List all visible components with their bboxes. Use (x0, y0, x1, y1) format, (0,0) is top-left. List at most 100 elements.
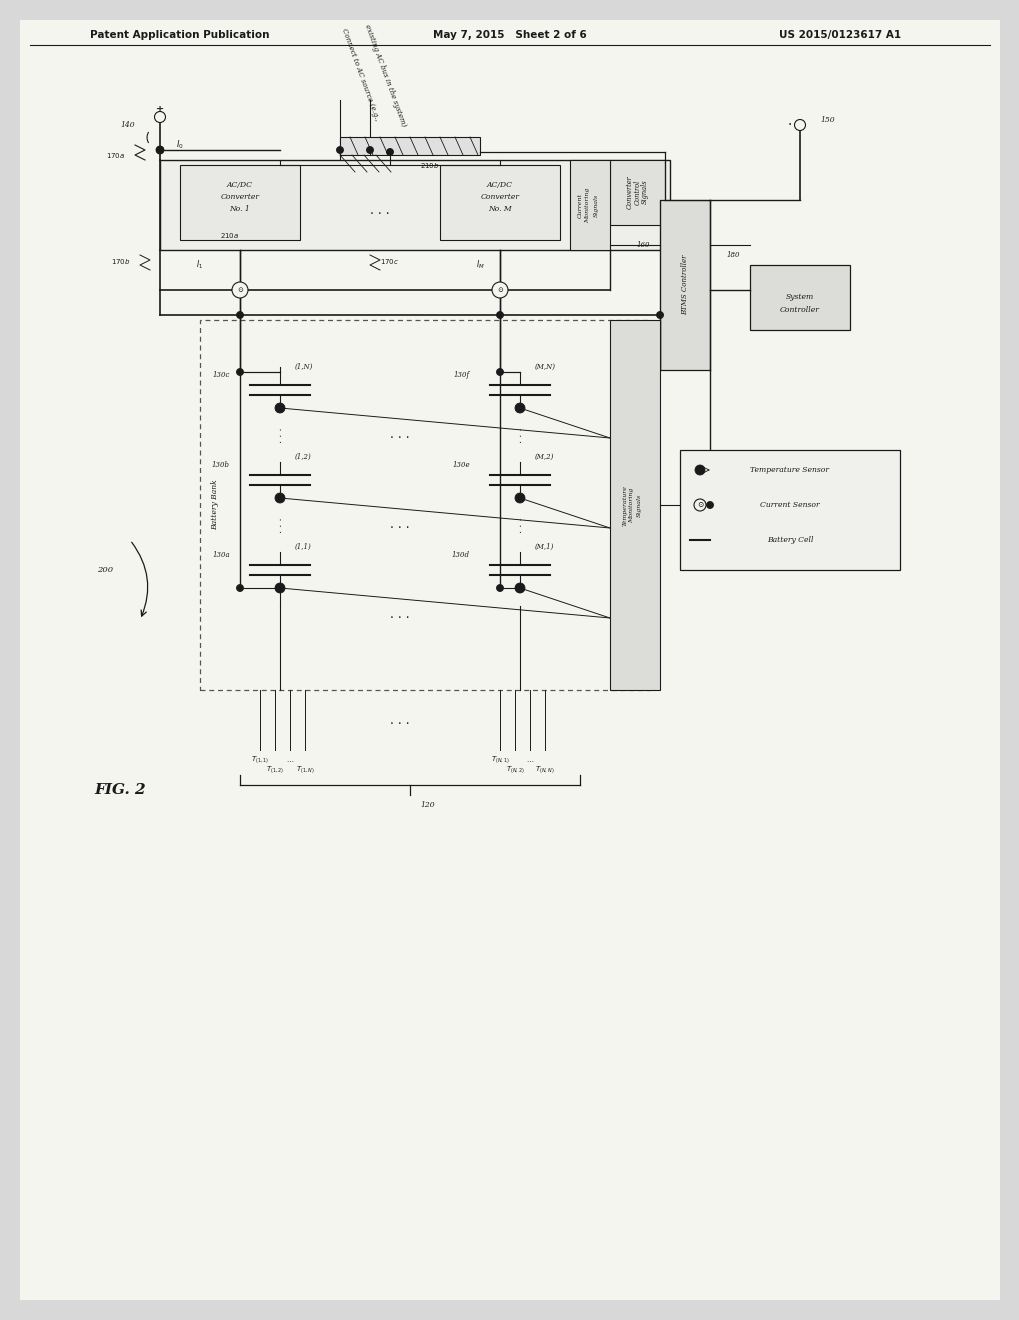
Text: Controller: Controller (780, 306, 819, 314)
Text: (1,2): (1,2) (294, 453, 312, 461)
Bar (659, 201, 709, 370)
Text: $T_{(1,1)}$: $T_{(1,1)}$ (251, 755, 269, 766)
Text: $T_{(1,2)}$: $T_{(1,2)}$ (266, 764, 284, 775)
Circle shape (694, 465, 704, 475)
Text: Monitoring: Monitoring (629, 487, 634, 523)
Text: Signals: Signals (593, 193, 598, 216)
Bar (570, 160, 609, 249)
Circle shape (496, 585, 503, 591)
Text: Monitoring: Monitoring (585, 187, 590, 223)
Bar (609, 319, 659, 690)
Text: . . .: . . . (390, 429, 410, 441)
Circle shape (491, 282, 507, 298)
Circle shape (496, 368, 503, 375)
Text: (1,1): (1,1) (294, 543, 312, 550)
Text: . . .: . . . (390, 714, 410, 726)
Text: +: + (156, 106, 164, 115)
Circle shape (656, 312, 662, 318)
Text: . . .: . . . (275, 428, 284, 442)
Bar (179, 165, 300, 240)
Text: $I_1$: $I_1$ (197, 259, 204, 271)
Text: 130f: 130f (453, 371, 470, 379)
Circle shape (366, 147, 373, 153)
Bar (200, 319, 649, 690)
Text: Current Sensor: Current Sensor (759, 502, 819, 510)
Circle shape (275, 492, 284, 503)
Text: . . .: . . . (390, 609, 410, 622)
Text: 130d: 130d (451, 550, 470, 558)
Text: . . .: . . . (515, 517, 524, 533)
Circle shape (386, 149, 393, 156)
Text: $\cdots$: $\cdots$ (526, 756, 534, 764)
Circle shape (336, 147, 343, 153)
Circle shape (515, 403, 525, 413)
Text: $170b$: $170b$ (110, 257, 129, 267)
Text: . . .: . . . (275, 517, 284, 533)
Circle shape (156, 147, 163, 153)
Text: $210a$: $210a$ (220, 231, 238, 239)
Circle shape (515, 583, 525, 593)
Circle shape (275, 583, 284, 593)
Text: Signals: Signals (636, 494, 641, 516)
Text: Temperature: Temperature (622, 484, 627, 525)
Circle shape (275, 403, 284, 413)
Text: 130b: 130b (212, 461, 229, 469)
Circle shape (236, 368, 244, 375)
Text: 140: 140 (120, 121, 135, 129)
Bar (749, 265, 849, 330)
Text: existing AC bus in the system): existing AC bus in the system) (363, 22, 407, 127)
Text: 180: 180 (726, 251, 739, 259)
Circle shape (794, 120, 805, 131)
Text: Battery Cell: Battery Cell (766, 536, 812, 544)
Text: $170c$: $170c$ (380, 257, 398, 267)
Text: No. 1: No. 1 (229, 205, 250, 213)
Text: Current: Current (577, 193, 582, 218)
Text: US 2015/0123617 A1: US 2015/0123617 A1 (779, 30, 900, 40)
Text: $I_0$: $I_0$ (176, 139, 183, 152)
Text: 130a: 130a (212, 550, 229, 558)
Text: ⊙: ⊙ (236, 286, 243, 294)
Text: May 7, 2015   Sheet 2 of 6: May 7, 2015 Sheet 2 of 6 (433, 30, 586, 40)
Circle shape (515, 492, 525, 503)
Circle shape (706, 502, 713, 508)
Bar (680, 450, 899, 570)
Text: Converter: Converter (626, 176, 634, 209)
Text: Temperature Sensor: Temperature Sensor (750, 466, 828, 474)
Text: AC/DC: AC/DC (227, 181, 253, 189)
Text: 120: 120 (420, 801, 434, 809)
Text: 200: 200 (97, 566, 113, 574)
Circle shape (496, 312, 503, 318)
Text: (M,1): (M,1) (535, 543, 554, 550)
Text: Control: Control (634, 180, 641, 205)
Circle shape (236, 585, 244, 591)
Text: (M,2): (M,2) (535, 453, 554, 461)
Text: $T_{(1,N)}$: $T_{(1,N)}$ (296, 764, 314, 775)
Text: . . .: . . . (515, 428, 524, 442)
Text: 160: 160 (636, 242, 649, 249)
Text: FIG. 2: FIG. 2 (94, 783, 146, 797)
Text: $T_{(N,N)}$: $T_{(N,N)}$ (535, 764, 554, 775)
Circle shape (231, 282, 248, 298)
Text: (M,N): (M,N) (535, 363, 555, 371)
Text: Signals: Signals (640, 180, 648, 205)
Text: ⊙: ⊙ (496, 286, 502, 294)
Bar (609, 160, 664, 224)
Text: Battery Bank: Battery Bank (211, 479, 219, 531)
Text: $170a$: $170a$ (106, 150, 125, 160)
Text: Converter: Converter (220, 193, 259, 201)
Circle shape (693, 499, 705, 511)
Text: No. M: No. M (488, 205, 512, 213)
Text: BTMS Controller: BTMS Controller (681, 255, 688, 315)
Text: $T_{(N,1)}$: $T_{(N,1)}$ (490, 755, 508, 766)
Text: 130c: 130c (212, 371, 229, 379)
Text: (1,N): (1,N) (294, 363, 313, 371)
Text: Converter: Converter (480, 193, 519, 201)
Text: 150: 150 (819, 116, 834, 124)
Text: 130e: 130e (452, 461, 470, 469)
Circle shape (154, 111, 165, 123)
Text: System: System (785, 293, 813, 301)
Text: . . .: . . . (390, 519, 410, 532)
Text: . . .: . . . (370, 203, 389, 216)
Text: Connect to AC source (e.g.,: Connect to AC source (e.g., (339, 28, 380, 123)
Text: $210b$: $210b$ (420, 161, 439, 169)
